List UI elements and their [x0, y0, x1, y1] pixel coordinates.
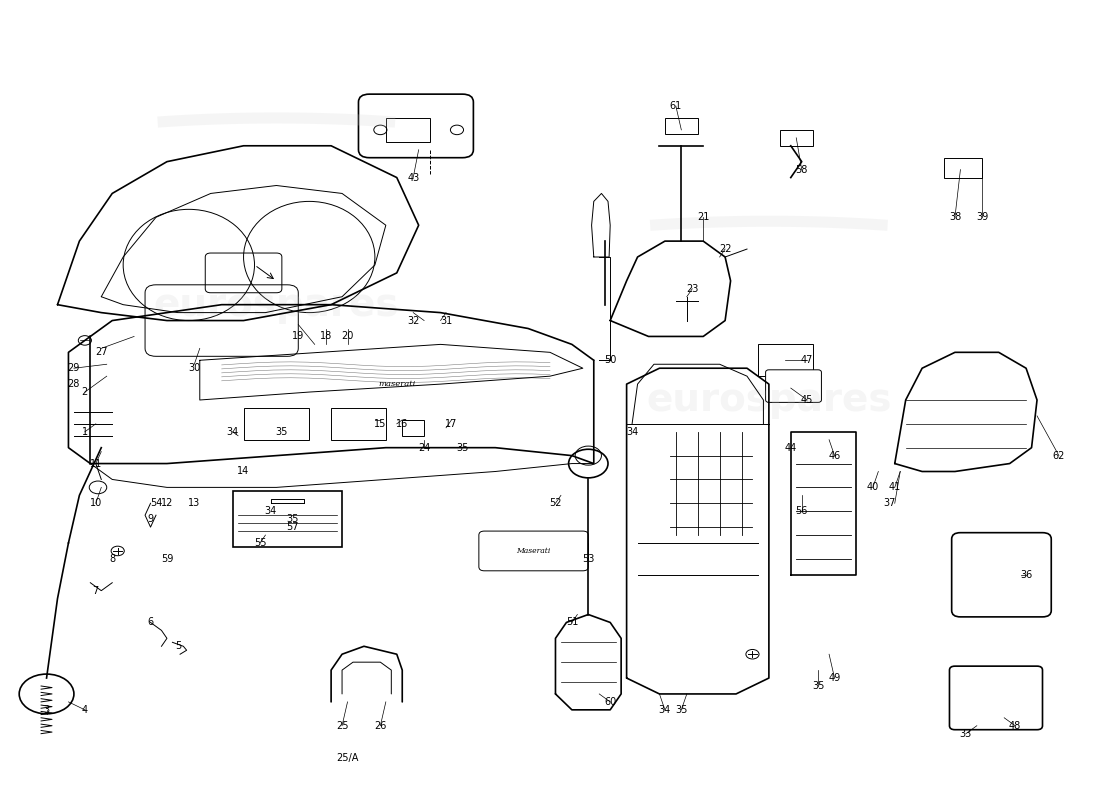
Text: 25/A: 25/A	[337, 753, 359, 762]
Text: 59: 59	[161, 554, 173, 564]
Text: 31: 31	[440, 315, 452, 326]
Bar	[664, 118, 697, 134]
Text: 62: 62	[1053, 450, 1065, 461]
Bar	[403, 420, 425, 436]
Text: 50: 50	[604, 355, 616, 366]
Text: 53: 53	[582, 554, 594, 564]
Bar	[331, 408, 386, 440]
Text: 58: 58	[795, 165, 807, 174]
Text: 28: 28	[68, 379, 80, 389]
FancyBboxPatch shape	[359, 94, 473, 158]
Text: 6: 6	[147, 618, 154, 627]
Text: 54: 54	[150, 498, 162, 508]
Text: 21: 21	[697, 212, 710, 222]
Text: 26: 26	[374, 721, 386, 730]
Circle shape	[569, 450, 608, 478]
FancyBboxPatch shape	[949, 666, 1043, 730]
Text: 22: 22	[719, 244, 732, 254]
Text: 32: 32	[407, 315, 419, 326]
Bar	[758, 344, 813, 376]
Text: 16: 16	[396, 419, 408, 429]
Text: 3: 3	[44, 705, 50, 715]
Text: 5: 5	[175, 642, 182, 651]
Text: 35: 35	[675, 705, 688, 715]
Text: 56: 56	[795, 506, 807, 516]
Text: 12: 12	[161, 498, 173, 508]
Text: 2: 2	[81, 387, 88, 397]
Text: 11: 11	[90, 458, 102, 469]
Text: 41: 41	[889, 482, 901, 492]
Text: 30: 30	[188, 363, 200, 374]
Text: 34: 34	[227, 426, 239, 437]
Text: 9: 9	[147, 514, 154, 524]
FancyBboxPatch shape	[952, 533, 1052, 617]
Text: 34: 34	[626, 426, 638, 437]
Text: 37: 37	[883, 498, 895, 508]
Text: 10: 10	[90, 498, 102, 508]
FancyBboxPatch shape	[478, 531, 588, 571]
Text: 47: 47	[801, 355, 813, 366]
Text: 4: 4	[81, 705, 88, 715]
Text: 8: 8	[109, 554, 116, 564]
Text: 45: 45	[801, 395, 813, 405]
Text: 35: 35	[812, 681, 824, 691]
Text: 46: 46	[828, 450, 840, 461]
Text: 15: 15	[374, 419, 386, 429]
Text: 55: 55	[254, 538, 266, 548]
Text: 34: 34	[265, 506, 277, 516]
Text: 33: 33	[960, 729, 972, 738]
FancyBboxPatch shape	[766, 370, 822, 402]
Bar	[243, 408, 309, 440]
Bar	[386, 118, 430, 142]
Text: 35: 35	[276, 426, 288, 437]
Text: eurospares: eurospares	[154, 286, 399, 324]
Text: 35: 35	[287, 514, 299, 524]
Text: 49: 49	[828, 673, 840, 683]
Text: 20: 20	[341, 331, 354, 342]
Text: 35: 35	[456, 442, 469, 453]
Text: maserati: maserati	[378, 380, 416, 388]
Text: 60: 60	[604, 697, 616, 707]
Text: 36: 36	[1020, 570, 1032, 580]
Text: 24: 24	[418, 442, 430, 453]
Text: 48: 48	[1009, 721, 1021, 730]
Text: 52: 52	[549, 498, 562, 508]
Text: 43: 43	[407, 173, 419, 182]
Text: 40: 40	[867, 482, 879, 492]
Text: 61: 61	[670, 101, 682, 111]
Bar	[944, 158, 982, 178]
Text: 57: 57	[287, 522, 299, 532]
Text: 23: 23	[686, 284, 698, 294]
Text: 25: 25	[336, 721, 349, 730]
Text: 18: 18	[319, 331, 332, 342]
Text: 38: 38	[949, 212, 961, 222]
Bar	[232, 491, 342, 547]
Text: 14: 14	[238, 466, 250, 477]
Text: 7: 7	[92, 586, 99, 596]
Text: eurospares: eurospares	[646, 381, 892, 419]
Text: 27: 27	[95, 347, 108, 358]
Text: 19: 19	[293, 331, 305, 342]
Text: 29: 29	[68, 363, 80, 374]
Text: 17: 17	[446, 419, 458, 429]
Text: 44: 44	[784, 442, 796, 453]
Text: 34: 34	[659, 705, 671, 715]
Text: 39: 39	[976, 212, 989, 222]
Text: 1: 1	[81, 426, 88, 437]
Text: 51: 51	[565, 618, 579, 627]
Text: Maserati: Maserati	[516, 547, 551, 555]
Text: 13: 13	[188, 498, 200, 508]
Bar	[780, 130, 813, 146]
